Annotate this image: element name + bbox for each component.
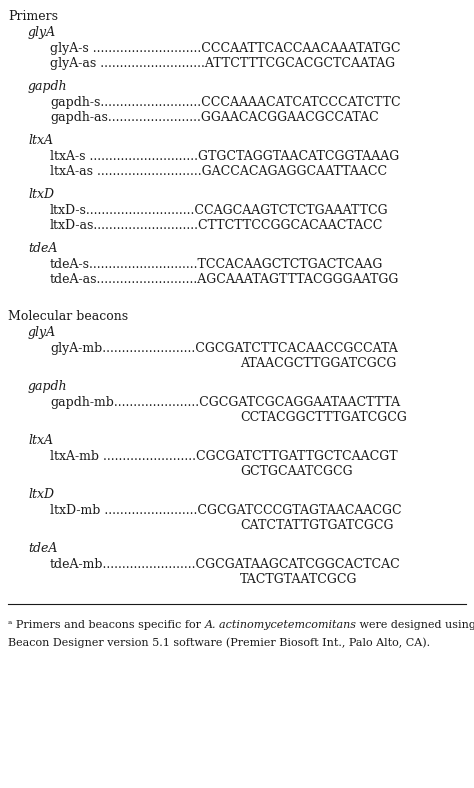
Text: TACTGTAATCGCG: TACTGTAATCGCG <box>240 573 357 586</box>
Text: glyA: glyA <box>28 326 56 339</box>
Text: ltxD-as...........................CTTCTTCCGGCACAACTACC: ltxD-as...........................CTTCTT… <box>50 219 383 232</box>
Text: Primers: Primers <box>8 10 58 23</box>
Text: ltxD-s............................CCAGCAAGTCTCTGAAATTCG: ltxD-s............................CCAGCA… <box>50 204 389 217</box>
Text: ltxD: ltxD <box>28 488 54 501</box>
Text: were designed using: were designed using <box>356 620 474 630</box>
Text: glyA-as ...........................ATTCTTTCGCACGCTCAATAG: glyA-as ...........................ATTCT… <box>50 57 395 70</box>
Text: CCTACGGCTTTGATCGCG: CCTACGGCTTTGATCGCG <box>240 411 407 424</box>
Text: ltxA-as ...........................GACCACAGAGGCAATTAACC: ltxA-as ...........................GACCA… <box>50 165 387 178</box>
Text: Beacon Designer version 5.1 software (Premier Biosoft Int., Palo Alto, CA).: Beacon Designer version 5.1 software (Pr… <box>8 637 430 648</box>
Text: ᵃ Primers and beacons specific for: ᵃ Primers and beacons specific for <box>8 620 204 630</box>
Text: ltxA-s ............................GTGCTAGGTAACATCGGTAAAG: ltxA-s ............................GTGCT… <box>50 150 399 163</box>
Text: gapdh: gapdh <box>28 380 67 393</box>
Text: ltxD-mb ........................CGCGATCCCGTAGTAACAACGC: ltxD-mb ........................CGCGATCC… <box>50 504 401 517</box>
Text: tdeA-mb........................CGCGATAAGCATCGGCACTCAC: tdeA-mb........................CGCGATAAG… <box>50 558 401 571</box>
Text: gapdh-s..........................CCCAAAACATCATCCCATCTTC: gapdh-s..........................CCCAAAA… <box>50 96 401 109</box>
Text: tdeA: tdeA <box>28 542 57 555</box>
Text: tdeA-as..........................AGCAAATAGTTTACGGGAATGG: tdeA-as..........................AGCAAAT… <box>50 273 400 286</box>
Text: ltxA: ltxA <box>28 434 53 447</box>
Text: gapdh-as........................GGAACACGGAACGCCATAC: gapdh-as........................GGAACACG… <box>50 111 379 124</box>
Text: gapdh-mb......................CGCGATCGCAGGAATAACTTTA: gapdh-mb......................CGCGATCGCA… <box>50 396 400 409</box>
Text: ltxA-mb ........................CGCGATCTTGATTGCTCAACGT: ltxA-mb ........................CGCGATCT… <box>50 450 398 463</box>
Text: ltxD: ltxD <box>28 188 54 201</box>
Text: ltxA: ltxA <box>28 134 53 147</box>
Text: A. actinomycetemcomitans: A. actinomycetemcomitans <box>204 620 356 630</box>
Text: glyA-mb........................CGCGATCTTCACAACCGCCATA: glyA-mb........................CGCGATCTT… <box>50 342 398 355</box>
Text: tdeA-s............................TCCACAAGCTCTGACTCAAG: tdeA-s............................TCCACA… <box>50 258 383 271</box>
Text: glyA: glyA <box>28 26 56 39</box>
Text: glyA-s ............................CCCAATTCACCAACAAATATGC: glyA-s ............................CCCAA… <box>50 42 401 55</box>
Text: GCTGCAATCGCG: GCTGCAATCGCG <box>240 465 353 478</box>
Text: tdeA: tdeA <box>28 242 57 255</box>
Text: Molecular beacons: Molecular beacons <box>8 310 128 323</box>
Text: gapdh: gapdh <box>28 80 67 93</box>
Text: ATAACGCTTGGATCGCG: ATAACGCTTGGATCGCG <box>240 357 396 370</box>
Text: CATCTATTGTGATCGCG: CATCTATTGTGATCGCG <box>240 519 393 532</box>
